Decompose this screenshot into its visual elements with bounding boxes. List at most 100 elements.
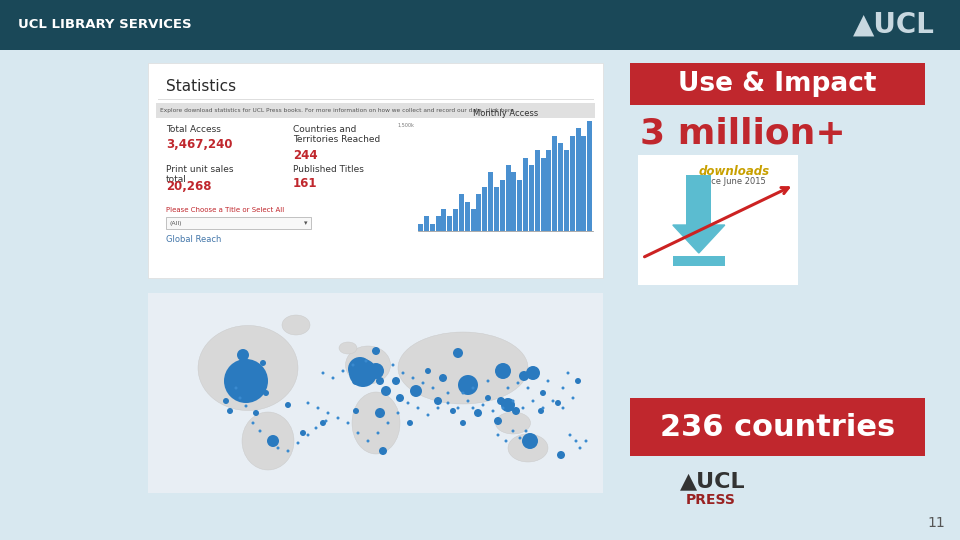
Circle shape bbox=[505, 440, 508, 442]
Circle shape bbox=[518, 436, 521, 440]
Circle shape bbox=[497, 397, 505, 405]
Circle shape bbox=[237, 349, 249, 361]
Circle shape bbox=[322, 372, 324, 375]
Circle shape bbox=[347, 422, 349, 424]
Text: Please Choose a Title or Select All: Please Choose a Title or Select All bbox=[166, 207, 284, 213]
Circle shape bbox=[306, 402, 309, 404]
Circle shape bbox=[417, 407, 420, 409]
Circle shape bbox=[557, 451, 565, 459]
Circle shape bbox=[460, 420, 466, 426]
Circle shape bbox=[396, 411, 399, 415]
Text: Countries and
Territories Reached: Countries and Territories Reached bbox=[293, 125, 380, 144]
Circle shape bbox=[562, 407, 564, 409]
Circle shape bbox=[546, 380, 549, 382]
Circle shape bbox=[507, 387, 510, 389]
Circle shape bbox=[496, 434, 499, 436]
Circle shape bbox=[245, 404, 248, 408]
Ellipse shape bbox=[508, 434, 548, 462]
Circle shape bbox=[526, 387, 530, 389]
Circle shape bbox=[337, 416, 340, 420]
Text: UCL LIBRARY SERVICES: UCL LIBRARY SERVICES bbox=[18, 18, 192, 31]
Circle shape bbox=[495, 363, 511, 379]
Circle shape bbox=[516, 381, 519, 384]
Bar bbox=[482, 187, 487, 231]
Ellipse shape bbox=[495, 412, 531, 434]
Circle shape bbox=[260, 360, 266, 366]
Text: Global Reach: Global Reach bbox=[166, 235, 222, 244]
Circle shape bbox=[522, 433, 538, 449]
Circle shape bbox=[575, 378, 581, 384]
Circle shape bbox=[568, 434, 571, 436]
Text: 244: 244 bbox=[293, 149, 318, 162]
Circle shape bbox=[351, 363, 354, 367]
Circle shape bbox=[494, 417, 502, 425]
Circle shape bbox=[519, 371, 529, 381]
Circle shape bbox=[352, 377, 360, 385]
Circle shape bbox=[348, 357, 372, 381]
Circle shape bbox=[540, 390, 546, 396]
Text: Total Access: Total Access bbox=[166, 125, 221, 134]
Bar bbox=[512, 172, 516, 231]
Circle shape bbox=[485, 395, 491, 401]
Text: since June 2015: since June 2015 bbox=[699, 177, 765, 186]
Circle shape bbox=[315, 427, 318, 429]
Text: downloads: downloads bbox=[699, 165, 770, 178]
Text: Monthly Access: Monthly Access bbox=[473, 109, 539, 118]
Text: 236 countries: 236 countries bbox=[660, 413, 895, 442]
Ellipse shape bbox=[398, 332, 528, 404]
Circle shape bbox=[453, 348, 463, 358]
Bar bbox=[540, 158, 545, 231]
Text: Explore download statistics for UCL Press books. For more information on how we : Explore download statistics for UCL Pres… bbox=[160, 108, 516, 113]
Ellipse shape bbox=[242, 412, 294, 470]
Circle shape bbox=[381, 386, 391, 396]
Circle shape bbox=[512, 400, 515, 402]
Circle shape bbox=[300, 430, 306, 436]
Bar bbox=[442, 209, 446, 231]
Bar bbox=[673, 256, 725, 266]
Circle shape bbox=[376, 377, 384, 385]
Circle shape bbox=[410, 385, 422, 397]
Text: 3 million+: 3 million+ bbox=[640, 117, 846, 151]
Circle shape bbox=[258, 429, 261, 433]
Text: ▾: ▾ bbox=[304, 220, 307, 226]
Bar bbox=[558, 143, 563, 231]
Circle shape bbox=[467, 400, 469, 402]
Circle shape bbox=[267, 435, 279, 447]
Circle shape bbox=[412, 376, 415, 380]
Circle shape bbox=[585, 440, 588, 442]
Circle shape bbox=[421, 381, 424, 384]
Circle shape bbox=[474, 409, 482, 417]
Circle shape bbox=[306, 434, 309, 436]
Bar bbox=[523, 158, 528, 231]
Circle shape bbox=[431, 387, 435, 389]
Circle shape bbox=[379, 447, 387, 455]
Bar bbox=[564, 150, 569, 231]
Circle shape bbox=[487, 380, 490, 382]
Bar bbox=[459, 194, 464, 231]
Bar bbox=[166, 217, 311, 229]
Bar bbox=[686, 175, 711, 225]
Bar bbox=[436, 217, 441, 231]
Bar bbox=[552, 136, 557, 231]
Circle shape bbox=[482, 403, 485, 407]
Circle shape bbox=[234, 387, 237, 389]
Circle shape bbox=[331, 376, 334, 380]
Bar bbox=[569, 136, 575, 231]
Bar bbox=[430, 224, 435, 231]
Ellipse shape bbox=[339, 342, 357, 354]
Text: Use & Impact: Use & Impact bbox=[679, 71, 876, 97]
Ellipse shape bbox=[198, 326, 298, 410]
Bar bbox=[418, 224, 423, 231]
Circle shape bbox=[375, 408, 385, 418]
Circle shape bbox=[317, 407, 320, 409]
Bar bbox=[148, 293, 603, 493]
Text: ▲UCL: ▲UCL bbox=[853, 11, 935, 39]
Bar bbox=[148, 63, 603, 278]
Circle shape bbox=[387, 422, 390, 424]
Circle shape bbox=[551, 400, 555, 402]
Ellipse shape bbox=[346, 346, 391, 384]
Text: 3,467,240: 3,467,240 bbox=[166, 138, 232, 151]
Circle shape bbox=[227, 408, 233, 414]
Circle shape bbox=[512, 407, 520, 415]
Bar bbox=[470, 209, 475, 231]
